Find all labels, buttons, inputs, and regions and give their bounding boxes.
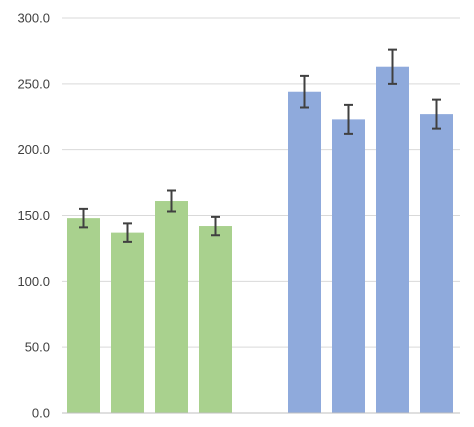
y-tick-label: 300.0 <box>17 11 50 26</box>
bar <box>332 119 365 413</box>
error-bars <box>79 48 441 243</box>
y-tick-label: 50.0 <box>25 340 50 355</box>
bar <box>199 226 232 413</box>
error-bar <box>300 74 309 109</box>
error-bar <box>123 222 132 243</box>
error-bar <box>432 98 441 130</box>
bar <box>111 232 144 413</box>
error-bar <box>344 103 353 135</box>
error-bar <box>211 215 220 237</box>
y-tick-label: 150.0 <box>17 208 50 223</box>
y-tick-label: 250.0 <box>17 76 50 91</box>
y-tick-label: 100.0 <box>17 274 50 289</box>
y-tick-label: 200.0 <box>17 142 50 157</box>
bar <box>420 114 453 413</box>
bar <box>67 218 100 413</box>
bars <box>67 66 453 413</box>
bar <box>155 201 188 413</box>
error-bar <box>388 48 397 85</box>
bar <box>288 91 321 413</box>
bar <box>376 66 409 413</box>
y-axis-tick-labels: 0.0 50.0 100.0 150.0 200.0 250.0 300.0 <box>17 11 50 421</box>
error-bar <box>167 189 176 213</box>
error-bar <box>79 207 88 229</box>
y-tick-label: 0.0 <box>32 406 50 421</box>
